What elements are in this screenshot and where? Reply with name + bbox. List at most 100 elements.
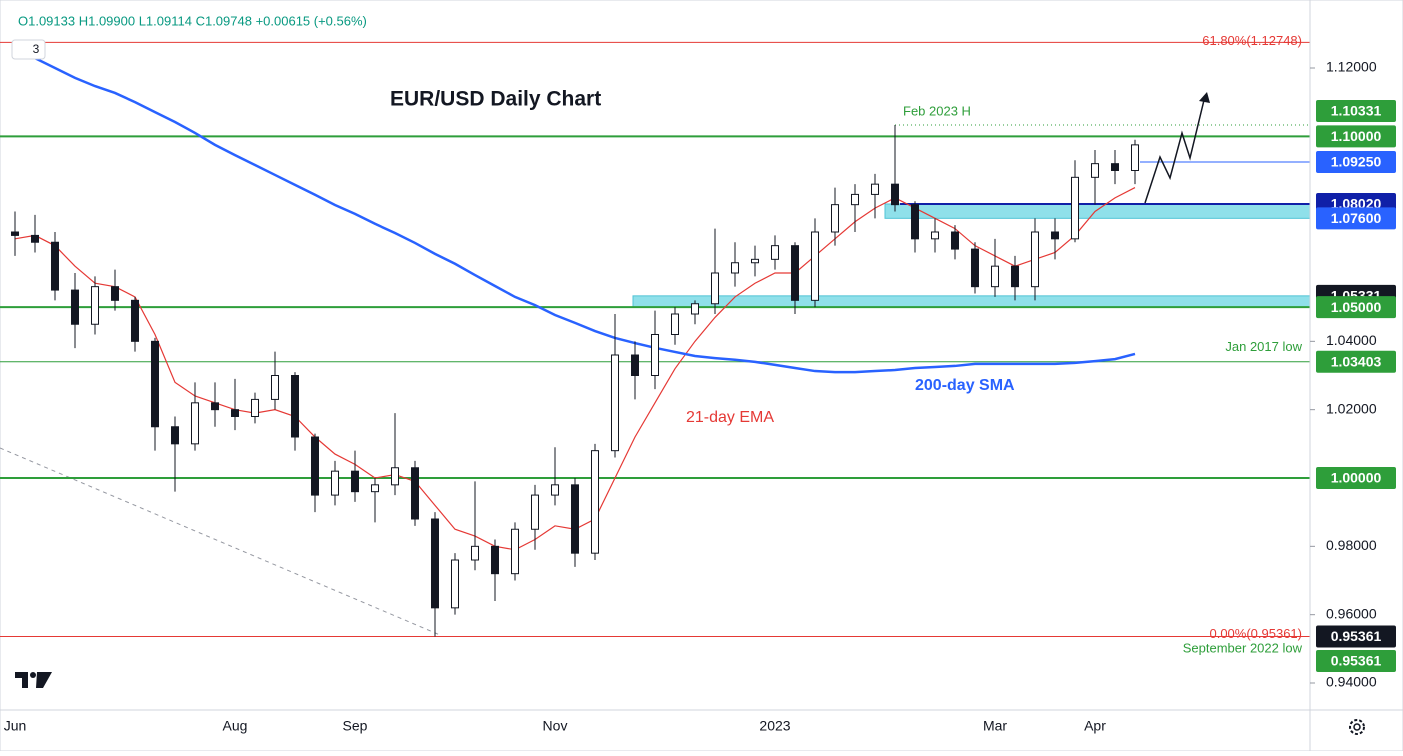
candle-body [331,470,339,496]
candle-body [251,398,259,418]
price-badge [1316,125,1396,148]
pane-badge[interactable] [11,39,46,60]
level-label: 61.80%(1.12748) [1202,33,1302,48]
price-badge-label: 1.09250 [1331,154,1382,170]
candle-body [1091,163,1099,178]
candle-body [551,484,559,496]
candle-body [691,303,699,315]
candle-body [491,545,499,575]
candle-body [71,289,79,325]
candle-body [571,484,579,554]
price-badge-label: 1.00000 [1331,470,1382,486]
candle-body [271,375,279,400]
tv-logo [15,672,52,688]
price-badge-label: 0.95361 [1331,653,1382,669]
scenario-arrow [1144,92,1210,204]
gear[interactable] [1349,719,1365,735]
candle-body [731,262,739,274]
candle-body [1051,231,1059,240]
candle-body [411,467,419,520]
candle-body [471,545,479,561]
candle-body [51,241,59,291]
price-badge-label: 1.10000 [1331,128,1382,144]
price-badge-label: 1.07600 [1331,210,1382,226]
candle-body [931,231,939,240]
bottom-note: September 2022 low [1183,640,1303,655]
candle-body [451,559,459,609]
candle-body [231,409,239,418]
arrow-head [1199,92,1210,103]
candle-body [751,258,759,264]
projection-path [1144,95,1206,204]
level-label: Jan 2017 low [1225,339,1302,354]
candle-body [31,234,39,243]
logo-part [30,672,36,678]
price-badge-label: 1.03403 [1331,353,1382,369]
candle-body [111,286,119,301]
candle-body [1131,144,1139,171]
axis-layer: 61.80%(1.12748) Feb 2023 H Jan 2017 low 0.0… [4,33,1396,734]
zone [884,203,1311,219]
level-label: Feb 2023 H [903,103,971,118]
price-badge [1316,207,1396,230]
candle-body [911,204,919,240]
price-badge [1316,467,1396,490]
logo-part [36,672,52,688]
candle-body [91,286,99,325]
candle-body [531,494,539,530]
candle-body [391,467,399,486]
candle-body [431,518,439,609]
candle-body [631,354,639,377]
moving-average [14,48,1136,374]
candle-body [791,245,799,301]
candle-body [591,450,599,554]
price-badge [1316,100,1396,122]
candle-body [671,313,679,335]
chart-title: EUR/USD Daily Chart [390,88,601,111]
price-badge-label: 0.95361 [1331,628,1382,644]
main-layer [11,125,1139,637]
candle-body [651,333,659,377]
candle-body [1011,265,1019,288]
candle-body [971,248,979,288]
x-tick-label: Nov [543,718,568,734]
settings-icon[interactable] [1349,719,1365,735]
y-tick-label: 0.94000 [1326,674,1377,690]
y-tick-label: 0.96000 [1326,605,1377,621]
candle-body [131,299,139,342]
candle-body [871,183,879,195]
logo-part [15,672,28,688]
pane-badge-count: 3 [33,42,40,56]
price-badge-label: 1.10331 [1331,103,1382,119]
candle-body [991,265,999,288]
candle-body [771,245,779,260]
candle-body [171,426,179,445]
candle-body [831,204,839,233]
candle-body [151,340,159,428]
candle-body [311,436,319,496]
y-tick-label: 1.04000 [1326,332,1377,348]
price-badge-label: 1.05000 [1331,299,1382,315]
gear-hub[interactable] [1353,723,1361,731]
price-badge [1316,625,1396,648]
price-badge [1316,650,1396,672]
candle-body [951,231,959,250]
price-badge [1316,150,1396,173]
price-badge [1316,350,1396,373]
y-tick-label: 1.02000 [1326,400,1377,416]
candle-body [891,183,899,206]
candle-body [11,231,19,236]
x-tick-label: Apr [1084,718,1106,734]
candle-body [511,528,519,575]
candle-body [371,484,379,493]
line-annotation: 21-day EMA [686,409,774,426]
candle-body [1031,231,1039,288]
x-tick-label: Jun [4,718,27,734]
candle-body [1111,163,1119,171]
candle-body [711,272,719,305]
candle-body [291,375,299,438]
line-annotation: 200-day SMA [915,377,1015,394]
candle-body [851,193,859,206]
x-tick-label: Sep [343,718,368,734]
